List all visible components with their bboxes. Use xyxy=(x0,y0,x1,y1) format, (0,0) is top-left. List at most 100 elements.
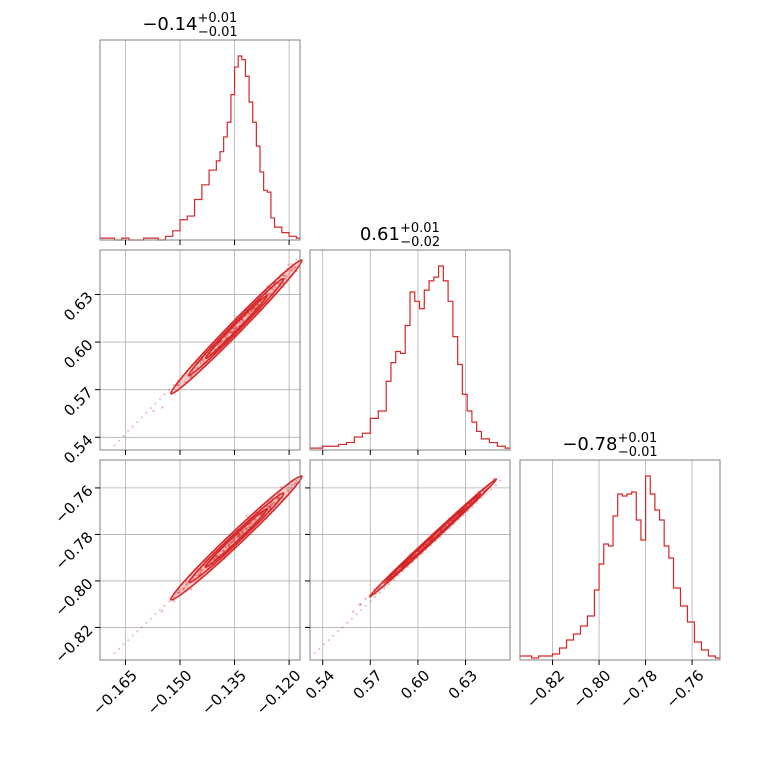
joint-p1-p2-sample-point xyxy=(250,309,253,312)
joint-p1-p3-tail-point xyxy=(113,652,116,655)
joint-p1-p2-sample-point xyxy=(290,269,293,272)
joint-p1-p3-xticklabel-3: −0.120 xyxy=(253,666,305,718)
joint-p2-p3-tail-point xyxy=(313,652,316,655)
joint-p1-p3-sample-point xyxy=(231,540,234,544)
hist-p3-title: −0.78+0.01 −0.01 xyxy=(562,431,657,460)
joint-p1-p3-tail-point xyxy=(245,527,248,530)
joint-p1-p3-sample-point xyxy=(251,521,254,524)
joint-p2-p3-sample-point xyxy=(364,597,367,600)
joint-p1-p3-tail-point xyxy=(136,630,139,633)
joint-p1-p3-sample-point xyxy=(221,550,225,553)
joint-p1-p3-tail-point xyxy=(163,604,166,607)
hist-p3-histogram xyxy=(520,475,720,659)
joint-p1-p3-sample-point xyxy=(237,533,240,536)
joint-p1-p3-tail-point xyxy=(231,540,234,543)
joint-p1-p3-tail-point xyxy=(168,600,171,603)
joint-p1-p3-sample-point xyxy=(183,587,186,590)
joint-p1-p2-tail-point xyxy=(145,411,148,414)
joint-p1-p2-sample-point xyxy=(268,292,272,295)
joint-p1-p2-sample-point xyxy=(283,274,286,277)
joint-p1-p3-sample-point xyxy=(241,530,244,533)
joint-p1-p3-tail-point xyxy=(249,522,252,525)
joint-p1-p3-tail-point xyxy=(154,613,157,616)
joint-p1-p3-sample-point xyxy=(199,568,203,571)
joint-p1-p2-tail-point xyxy=(290,263,293,266)
joint-p1-p3-sample-point xyxy=(238,533,241,536)
joint-p1-p3-sample-point xyxy=(224,545,227,549)
hist-p2-title: 0.61+0.01 −0.02 xyxy=(360,221,440,250)
joint-p1-p2-sample-point xyxy=(191,369,195,373)
joint-p1-p3-sample-point xyxy=(268,503,272,506)
joint-p1-p3-sample-point xyxy=(236,535,240,539)
hist-p1-title: −0.14+0.01 −0.01 xyxy=(142,11,237,40)
joint-p1-p2-tail-point xyxy=(159,397,161,400)
joint-p1-p2-sample-point xyxy=(293,265,297,269)
joint-p1-p3-tail-point xyxy=(131,634,134,637)
joint-p2-p3-tail-point xyxy=(490,488,493,491)
joint-p1-p3-tail-point xyxy=(172,596,175,599)
hist-p2-title-minus: −0.02 xyxy=(400,235,440,250)
joint-p2-p3: 0.54 0.57 0.60 0.63 xyxy=(302,459,511,703)
joint-p1-p2-sample-point xyxy=(225,337,228,340)
joint-p1-p3-tail-point xyxy=(227,544,230,547)
joint-p1-p3-sample-point xyxy=(232,539,236,543)
joint-p1-p2-sample-point xyxy=(289,268,293,272)
joint-p1-p3-xticklabel-1: −0.150 xyxy=(144,666,196,718)
joint-p1-p2-sample-point xyxy=(252,308,255,311)
joint-p2-p3-tail-point xyxy=(360,609,363,611)
joint-p1-p3-sample-point xyxy=(172,599,176,603)
joint-p1-p3-sample-point xyxy=(238,533,241,536)
joint-p1-p3-sample-point xyxy=(268,506,272,510)
joint-p1-p3-sample-point xyxy=(244,528,247,531)
joint-p2-p3-xticklabel-2: 0.60 xyxy=(397,666,433,702)
joint-p1-p3-sample-point xyxy=(233,537,236,541)
joint-p1-p3-tail-point xyxy=(195,574,198,577)
joint-p1-p3-sample-point xyxy=(236,534,240,537)
joint-p2-p3-tail-point xyxy=(341,626,344,629)
joint-p1-p3-sample-point xyxy=(232,538,235,542)
joint-p1-p2-sample-point xyxy=(219,341,223,344)
joint-p2-p3-tail-point xyxy=(346,621,349,624)
joint-p1-p3-tail-point xyxy=(222,548,225,551)
joint-p2-p3-tail-point xyxy=(397,574,400,577)
joint-p1-p2-tail-point xyxy=(172,383,175,386)
hist-p3-xticklabel-2: −0.78 xyxy=(616,666,661,711)
joint-p1-p2-yticklabel-2: 0.60 xyxy=(60,336,96,372)
joint-p1-p3-yticklabel-2: −0.78 xyxy=(51,528,96,573)
joint-p1-p3-sample-point xyxy=(227,543,230,547)
joint-p2-p3-sample-point xyxy=(358,603,361,606)
joint-p1-p3-sample-point xyxy=(178,591,181,594)
joint-p2-p3-tail-point xyxy=(378,591,381,594)
joint-p1-p3-sample-point xyxy=(230,541,233,544)
joint-p1-p3-sample-point xyxy=(185,580,188,583)
joint-p1-p3-xticklabel-0: −0.165 xyxy=(89,666,141,718)
joint-p2-p3-tail-point xyxy=(499,479,502,482)
joint-p2-p3-xticklabel-0: 0.54 xyxy=(302,666,338,702)
joint-p1-p3-sample-point xyxy=(200,569,203,572)
joint-p1-p3-tail-point xyxy=(145,621,148,624)
joint-p1-p3-tail-point xyxy=(118,647,121,650)
joint-p1-p3-tail-point xyxy=(159,609,161,611)
joint-p1-p3-sample-point xyxy=(238,533,241,537)
joint-p1-p3-sample-point xyxy=(269,505,272,509)
joint-p1-p2-contour-1 xyxy=(188,277,285,377)
joint-p1-p3-sample-point xyxy=(279,485,283,489)
joint-p1-p3-sample-point xyxy=(245,526,248,529)
joint-p1-p2-sample-point xyxy=(250,310,253,313)
joint-p2-p3-tail-point xyxy=(327,639,330,642)
joint-p1-p3-tail-point xyxy=(240,531,243,534)
joint-p1-p3-sample-point xyxy=(244,526,247,530)
joint-p1-p3-sample-point xyxy=(276,498,279,501)
joint-p1-p3-contour-0 xyxy=(169,474,303,601)
joint-p1-p2-sample-point xyxy=(231,330,234,334)
hist-p3-xticklabel-3: −0.76 xyxy=(662,666,707,711)
joint-p1-p3-sample-point xyxy=(245,514,249,517)
joint-p1-p2-sample-point xyxy=(196,366,199,369)
hist-p3-title-value: −0.78 xyxy=(562,434,617,455)
joint-p1-p3-yticklabel-0: −0.82 xyxy=(51,621,96,666)
joint-p1-p3-sample-point xyxy=(192,577,196,580)
joint-p1-p2-sample-point xyxy=(267,293,271,296)
joint-p1-p3-sample-point xyxy=(190,587,193,591)
joint-p1-p2-sample-point xyxy=(230,331,233,334)
